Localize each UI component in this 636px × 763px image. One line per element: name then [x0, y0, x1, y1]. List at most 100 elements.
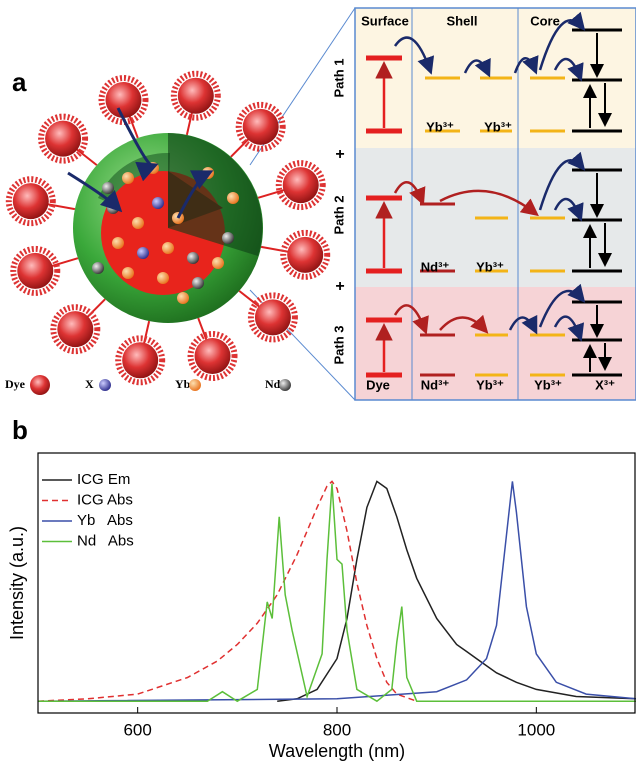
diagram-frame: [354, 7, 636, 401]
dye-spikes: [275, 160, 326, 211]
series-line: [277, 480, 636, 702]
transfer-arrow: [463, 57, 491, 78]
series-line: [37, 481, 636, 702]
legend-label: Nd: [265, 377, 281, 391]
dye-ball: [57, 311, 94, 348]
ion: [187, 252, 199, 264]
dye-ball: [105, 82, 142, 119]
transfer-arrow: [553, 198, 584, 222]
dye-spikes: [235, 101, 286, 152]
panel-label: b: [12, 415, 28, 445]
legend-label: Dye: [5, 377, 26, 391]
transfer-arrow: [508, 314, 538, 335]
dye-spikes: [10, 245, 61, 296]
ion: [222, 232, 234, 244]
path-label: Path 1: [331, 58, 346, 97]
plus: +: [335, 146, 344, 163]
x-axis-label: Wavelength (nm): [269, 741, 405, 761]
legend-ball: [99, 379, 111, 391]
shell-dark: [168, 133, 263, 256]
ion: [177, 292, 189, 304]
legend-ball: [30, 375, 50, 395]
ion: [92, 262, 104, 274]
level-label: Nd³⁺: [421, 259, 450, 274]
dye-ball: [194, 337, 231, 374]
transfer-arrow: [393, 36, 435, 75]
column-label: Shell: [446, 13, 477, 28]
dye-spikes: [187, 330, 238, 381]
ion: [152, 197, 164, 209]
dye-spikes: [5, 176, 56, 227]
dye-spikes: [115, 335, 166, 386]
dye-ball: [282, 167, 319, 204]
dye-spikes: [38, 113, 89, 164]
ion: [212, 257, 224, 269]
dye-spikes: [98, 75, 149, 126]
transfer-arrow: [67, 171, 123, 213]
ion: [102, 182, 114, 194]
panel-a: a Dye X Yb Nd Surface Shell Core Path 1 Path 2 Pa…: [5, 7, 636, 401]
dye-ball: [287, 236, 324, 273]
level-label: Yb³⁺: [534, 377, 562, 392]
dye-ball: [45, 120, 82, 157]
legend-label: X: [85, 377, 94, 391]
dye-ball: [177, 77, 214, 114]
series-line: [38, 483, 636, 703]
panel-b: b 600 800 1000 Wavelength (nm) Intensity (a.u…: [7, 415, 636, 761]
dye-ball: [17, 252, 54, 289]
level-label: Nd³⁺: [421, 377, 450, 392]
transfer-arrow: [439, 314, 489, 334]
transfer-arrow: [538, 11, 586, 71]
legend-label: Nd Abs: [77, 532, 134, 549]
legend-label: ICG Abs: [77, 491, 133, 508]
path-label: Path 2: [331, 195, 346, 234]
dye-ball: [242, 108, 279, 145]
ion: [122, 267, 134, 279]
transfer-arrow: [553, 58, 584, 82]
ion: [112, 237, 124, 249]
x-tick-label: 600: [123, 720, 151, 739]
legend-ball: [189, 379, 201, 391]
level-label: Dye: [366, 377, 390, 392]
transfer-arrow: [439, 189, 539, 217]
series-line: [37, 480, 417, 702]
transfer-arrow: [538, 151, 586, 211]
path-label: Path 3: [331, 325, 346, 364]
legend-label: Yb: [175, 377, 191, 391]
ion: [137, 247, 149, 259]
level-label: Yb³⁺: [476, 259, 504, 274]
y-axis-label: Intensity (a.u.): [7, 526, 27, 640]
transfer-arrow: [393, 304, 429, 335]
dye-ball: [12, 183, 49, 220]
dye-spikes: [247, 292, 298, 343]
x-tick-label: 1000: [517, 720, 555, 739]
plus: +: [335, 278, 344, 295]
column-label: Core: [530, 13, 560, 28]
ion: [162, 242, 174, 254]
dye-spikes: [280, 229, 331, 280]
transfer-arrow: [176, 170, 214, 219]
level-label: Yb³⁺: [476, 377, 504, 392]
legend-ball: [279, 379, 291, 391]
legend-label: ICG Em: [77, 471, 130, 488]
dye-spikes: [170, 70, 221, 121]
ion: [157, 272, 169, 284]
dye-ball: [122, 342, 159, 379]
level-label: Yb³⁺: [426, 119, 454, 134]
transfer-arrow: [553, 315, 585, 342]
plot-frame: [37, 452, 636, 714]
panel-label: a: [12, 67, 27, 97]
transfer-arrow: [538, 283, 586, 328]
ion: [227, 192, 239, 204]
level-label: Yb³⁺: [484, 119, 512, 134]
dye-spikes: [50, 304, 101, 355]
level-label: X³⁺: [595, 377, 615, 392]
dye-ball: [254, 299, 291, 336]
transfer-arrow: [513, 55, 539, 75]
ion: [132, 217, 144, 229]
ion: [122, 172, 134, 184]
x-tick-label: 800: [323, 720, 351, 739]
ion: [192, 277, 204, 289]
legend-label: Yb Abs: [77, 512, 133, 529]
